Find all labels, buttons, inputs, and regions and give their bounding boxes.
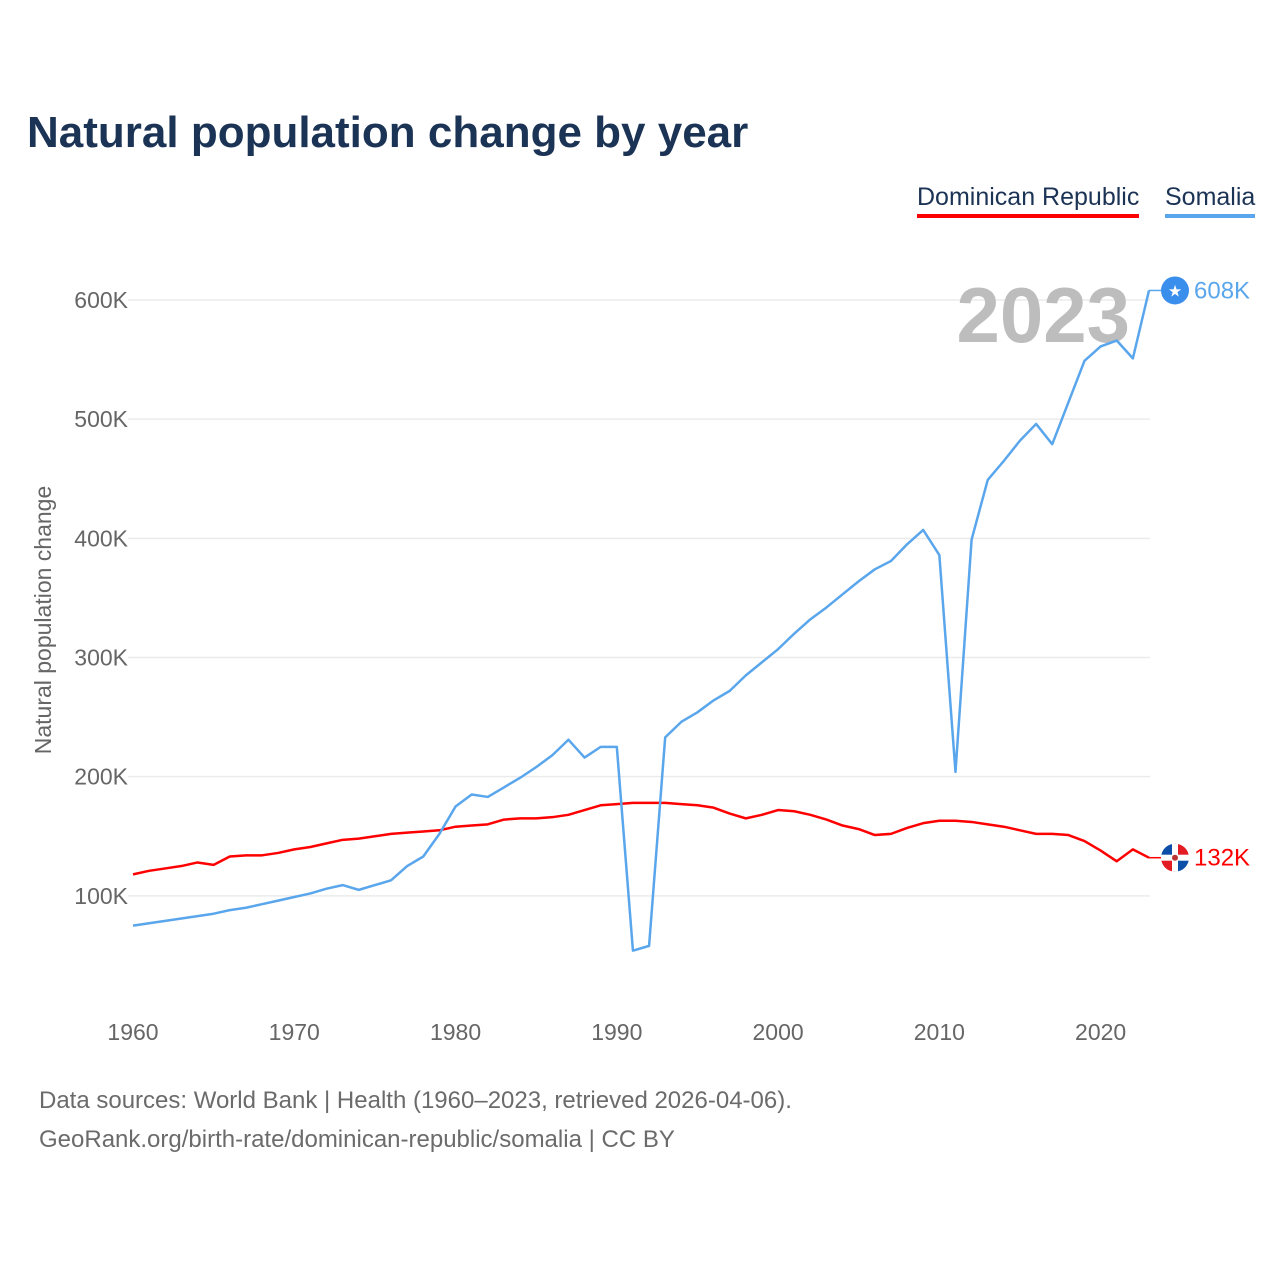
flag-background <box>1161 276 1189 305</box>
x-tick-label: 2020 <box>1075 1019 1126 1045</box>
x-tick-label: 2010 <box>914 1019 965 1045</box>
year-watermark: 2023 <box>956 271 1130 359</box>
chart-title: Natural population change by year <box>27 108 749 157</box>
end-value-label: 608K <box>1194 277 1250 304</box>
flag-quarter <box>1175 843 1189 858</box>
legend-dominican-republic[interactable]: Dominican Republic <box>917 183 1140 218</box>
x-tick-label: 1980 <box>430 1019 481 1045</box>
somalia-flag-icon: ★ <box>1161 276 1189 305</box>
series-line-somalia <box>132 290 1151 952</box>
flag-quarter <box>1161 843 1175 858</box>
x-tick-label: 2000 <box>752 1019 803 1045</box>
x-tick-label: 1970 <box>269 1019 320 1045</box>
y-tick-label: 200K <box>74 764 128 790</box>
x-tick-label: 1990 <box>591 1019 642 1045</box>
flag-emblem <box>1172 854 1178 861</box>
y-tick-label: 400K <box>74 525 128 551</box>
y-tick-label: 500K <box>74 406 128 432</box>
legend-somalia[interactable]: Somalia <box>1165 183 1256 218</box>
x-tick-label: 1960 <box>107 1019 158 1045</box>
y-tick-label: 600K <box>74 287 128 313</box>
footer-link[interactable]: GeoRank.org/birth-rate/dominican-republi… <box>39 1126 675 1153</box>
end-value-label: 132K <box>1194 845 1250 872</box>
flag-star: ★ <box>1168 283 1182 300</box>
series-line-dominican-republic <box>132 801 1150 876</box>
footer-sources: Data sources: World Bank | Health (1960–… <box>39 1087 792 1114</box>
y-tick-label: 300K <box>74 645 128 671</box>
flag-quarter <box>1175 857 1189 872</box>
flag-quarter <box>1161 857 1175 872</box>
y-tick-label: 100K <box>74 883 128 909</box>
y-axis-label: Natural population change <box>30 486 56 755</box>
dominican-republic-flag-icon <box>1161 843 1189 872</box>
